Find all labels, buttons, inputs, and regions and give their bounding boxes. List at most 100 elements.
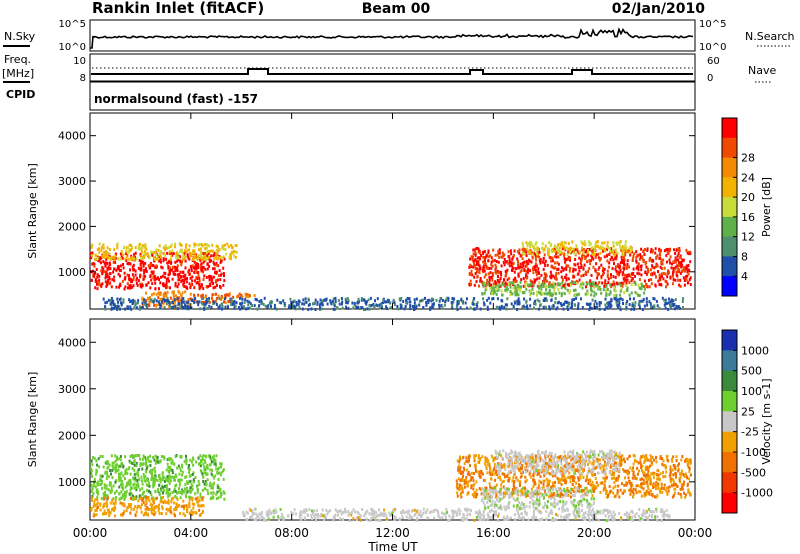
data-cell bbox=[535, 264, 538, 268]
data-cell bbox=[646, 303, 649, 307]
data-cell bbox=[649, 268, 652, 272]
data-cell bbox=[519, 265, 522, 269]
data-cell bbox=[459, 455, 461, 459]
data-cell bbox=[129, 504, 132, 508]
data-cell bbox=[141, 244, 144, 248]
data-cell bbox=[669, 300, 672, 304]
data-cell bbox=[484, 283, 487, 287]
data-cell bbox=[174, 304, 177, 308]
data-cell bbox=[616, 242, 618, 246]
data-cell bbox=[471, 493, 474, 497]
data-cell bbox=[107, 256, 110, 259]
data-cell bbox=[514, 267, 517, 271]
data-cell bbox=[608, 261, 611, 265]
data-cell bbox=[526, 494, 529, 497]
data-cell bbox=[102, 495, 105, 499]
data-cell bbox=[591, 298, 594, 302]
data-cell bbox=[591, 251, 594, 255]
data-cell bbox=[191, 473, 194, 476]
data-cell bbox=[196, 496, 199, 500]
data-cell bbox=[189, 486, 192, 490]
data-cell bbox=[503, 466, 506, 469]
data-cell bbox=[336, 306, 339, 310]
data-cell bbox=[657, 473, 660, 477]
data-cell bbox=[644, 248, 646, 251]
data-cell bbox=[580, 466, 583, 470]
data-cell bbox=[594, 299, 597, 303]
data-cell bbox=[166, 477, 169, 481]
data-cell bbox=[548, 495, 551, 499]
data-cell bbox=[186, 252, 189, 256]
data-cell bbox=[153, 506, 156, 510]
data-cell bbox=[682, 306, 684, 309]
data-cell bbox=[679, 254, 682, 258]
data-cell bbox=[606, 301, 608, 305]
data-cell bbox=[469, 257, 472, 261]
data-cell bbox=[645, 477, 648, 480]
data-cell bbox=[179, 255, 182, 259]
data-cell bbox=[468, 456, 471, 460]
data-cell bbox=[622, 256, 625, 260]
data-cell bbox=[589, 259, 592, 262]
data-cell bbox=[456, 459, 459, 463]
data-cell bbox=[218, 269, 221, 272]
data-cell bbox=[102, 260, 105, 264]
data-cell bbox=[181, 291, 184, 295]
data-cell bbox=[628, 293, 631, 297]
data-cell bbox=[385, 300, 388, 304]
data-cell bbox=[180, 489, 183, 493]
data-cell bbox=[489, 301, 492, 305]
data-cell bbox=[162, 252, 165, 256]
data-cell bbox=[229, 254, 232, 258]
data-cell bbox=[675, 260, 677, 264]
data-cell bbox=[172, 290, 175, 294]
data-cell bbox=[206, 478, 209, 482]
data-cell bbox=[200, 296, 203, 300]
data-cell bbox=[142, 277, 145, 281]
data-cell bbox=[583, 263, 586, 267]
data-cell bbox=[561, 278, 564, 282]
data-cell bbox=[608, 253, 611, 256]
data-cell bbox=[208, 297, 210, 301]
data-cell bbox=[99, 508, 102, 512]
data-cell bbox=[626, 249, 629, 253]
data-cell bbox=[447, 298, 450, 302]
data-cell bbox=[152, 497, 155, 501]
data-cell bbox=[625, 265, 628, 269]
data-cell bbox=[591, 486, 594, 490]
data-cell bbox=[602, 246, 604, 250]
data-cell bbox=[662, 277, 665, 281]
data-cell bbox=[578, 256, 581, 260]
data-cell bbox=[144, 511, 146, 515]
data-cell bbox=[510, 281, 513, 285]
data-cell bbox=[140, 475, 143, 479]
data-cell bbox=[631, 257, 634, 261]
data-cell bbox=[459, 466, 462, 470]
data-cell bbox=[173, 507, 176, 511]
data-cell bbox=[648, 474, 651, 478]
data-cell bbox=[113, 257, 116, 261]
data-cell bbox=[117, 272, 120, 276]
data-cell bbox=[537, 492, 540, 496]
data-cell bbox=[135, 510, 138, 514]
data-cell bbox=[643, 494, 646, 498]
data-cell bbox=[90, 472, 93, 475]
data-cell bbox=[174, 484, 177, 488]
data-cell bbox=[196, 500, 199, 504]
data-cell bbox=[161, 478, 164, 482]
data-cell bbox=[478, 473, 481, 477]
data-cell bbox=[456, 303, 459, 307]
data-cell bbox=[616, 298, 619, 302]
data-cell bbox=[516, 257, 519, 261]
data-cell bbox=[617, 484, 620, 488]
data-cell bbox=[109, 481, 111, 485]
data-cell bbox=[668, 258, 671, 262]
data-cell bbox=[468, 454, 471, 458]
data-cell bbox=[165, 246, 168, 250]
data-cell bbox=[369, 296, 372, 300]
data-cell bbox=[321, 303, 324, 307]
data-cell bbox=[375, 303, 378, 307]
data-cell bbox=[630, 307, 633, 311]
data-cell bbox=[500, 304, 503, 308]
data-cell bbox=[624, 253, 627, 257]
